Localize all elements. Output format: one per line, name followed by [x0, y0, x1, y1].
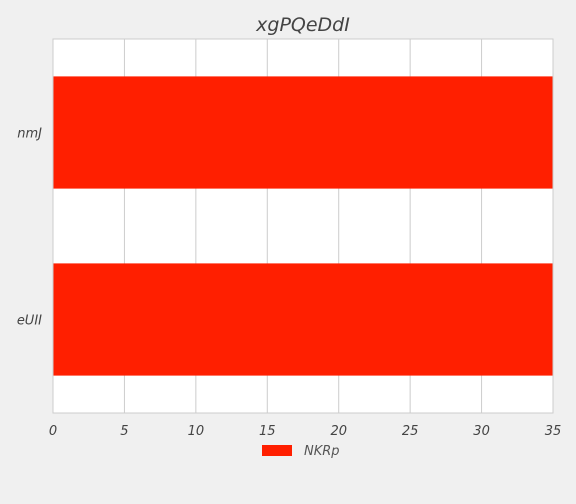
legend-swatch — [262, 445, 292, 456]
x-tick-label: 30 — [473, 424, 490, 439]
legend-label: NKRp — [304, 444, 340, 459]
bars — [53, 76, 553, 376]
legend: NKRp — [262, 444, 340, 459]
chart-title: xgPQeDdI — [255, 14, 350, 36]
x-axis-ticks: 0 5 10 15 20 25 30 35 — [49, 424, 561, 439]
x-tick-label: 25 — [402, 424, 419, 439]
y-axis-ticks: nmJ eUII — [17, 127, 42, 329]
x-tick-label: 15 — [259, 424, 276, 439]
bar — [53, 76, 553, 189]
y-tick-label: eUII — [17, 314, 42, 329]
x-tick-label: 35 — [545, 424, 562, 439]
bar — [53, 263, 553, 376]
x-tick-label: 10 — [188, 424, 205, 439]
x-tick-label: 0 — [49, 424, 57, 439]
plot-border — [52, 38, 554, 414]
x-tick-label: 5 — [120, 424, 128, 439]
x-tick-label: 20 — [330, 424, 347, 439]
y-tick-label: nmJ — [17, 127, 42, 142]
